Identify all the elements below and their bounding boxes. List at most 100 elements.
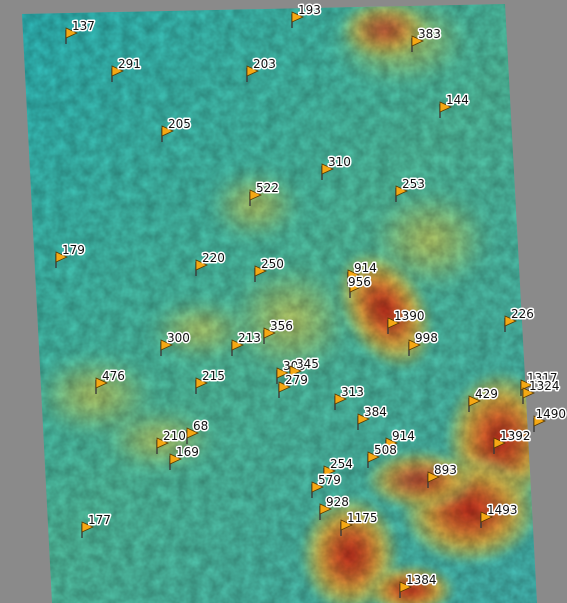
peak-marker[interactable]: 1324 — [522, 378, 561, 404]
marker-label: 383 — [418, 27, 441, 41]
marker-label: 579 — [318, 473, 341, 487]
peak-marker[interactable]: 914 — [385, 428, 416, 454]
marker-label: 253 — [402, 177, 425, 191]
peak-marker[interactable]: 1493 — [480, 502, 519, 528]
peak-marker[interactable]: 169 — [169, 444, 200, 470]
marker-label: 254 — [330, 457, 353, 471]
peak-marker[interactable]: 956 — [347, 274, 372, 298]
peak-marker[interactable]: 384 — [357, 404, 388, 430]
peak-marker[interactable]: 1384 — [399, 572, 438, 598]
peak-marker[interactable]: 893 — [427, 462, 458, 488]
flag-icon — [254, 265, 267, 277]
marker-label: 429 — [475, 387, 498, 401]
peak-marker[interactable]: 193 — [291, 2, 322, 28]
peak-marker[interactable]: 253 — [395, 176, 426, 202]
peak-marker[interactable]: 1317 — [520, 370, 559, 396]
flag-icon — [367, 451, 380, 463]
peak-marker[interactable]: 250 — [254, 256, 285, 282]
peak-marker[interactable]: 279 — [278, 372, 309, 398]
peak-marker[interactable]: 928 — [319, 494, 350, 520]
peak-marker[interactable]: 226 — [504, 306, 535, 332]
peak-marker[interactable]: 914 — [347, 260, 378, 286]
peak-marker[interactable]: 210 — [156, 428, 187, 454]
marker-label: 291 — [118, 57, 141, 71]
peak-marker[interactable]: 310 — [321, 154, 352, 180]
peak-marker[interactable]: 522 — [249, 180, 280, 206]
marker-label: 279 — [285, 373, 308, 387]
marker-label: 1390 — [394, 309, 425, 323]
peak-marker[interactable]: 356 — [263, 318, 294, 344]
flag-icon — [169, 453, 182, 465]
peak-marker[interactable]: 144 — [439, 92, 470, 118]
flag-icon — [160, 339, 173, 351]
peak-marker[interactable]: 203 — [246, 56, 277, 82]
flag-icon — [504, 315, 517, 327]
marker-label: 1175 — [347, 511, 378, 525]
peak-marker[interactable]: 220 — [195, 250, 226, 276]
marker-label: 1324 — [529, 379, 560, 393]
flag-icon — [156, 437, 169, 449]
marker-label: 893 — [434, 463, 457, 477]
flag-icon — [522, 387, 535, 399]
flag-icon — [195, 377, 208, 389]
peak-marker[interactable]: 1390 — [387, 308, 426, 334]
marker-label: 215 — [202, 369, 225, 383]
marker-label: 144 — [446, 93, 469, 107]
flag-icon — [65, 27, 78, 39]
marker-label: 956 — [348, 275, 371, 289]
flag-icon — [387, 317, 400, 329]
flag-icon — [231, 339, 244, 351]
peak-marker[interactable]: 137 — [65, 18, 96, 44]
marker-label: 179 — [62, 243, 85, 257]
peak-marker[interactable]: 313 — [334, 384, 365, 410]
marker-label: 137 — [72, 19, 95, 33]
marker-label: 300 — [167, 331, 190, 345]
marker-label: 345 — [296, 357, 319, 371]
flag-icon — [311, 481, 324, 493]
marker-label: 914 — [354, 261, 377, 275]
peak-marker[interactable]: 1392 — [493, 428, 532, 454]
peak-marker[interactable]: 215 — [195, 368, 226, 394]
peak-marker[interactable]: 254 — [323, 456, 354, 482]
peak-marker[interactable]: 179 — [55, 242, 86, 268]
marker-label: 250 — [261, 257, 284, 271]
marker-label: 220 — [202, 251, 225, 265]
peak-marker[interactable]: 998 — [408, 330, 439, 356]
peak-marker[interactable]: 1490 — [533, 406, 567, 432]
peak-marker[interactable]: 345 — [289, 356, 320, 382]
peak-marker[interactable]: 213 — [231, 330, 262, 356]
peak-marker[interactable]: 476 — [95, 368, 126, 394]
peak-marker[interactable]: 508 — [367, 442, 398, 468]
marker-label: 384 — [364, 405, 387, 419]
peak-marker[interactable]: 309 — [276, 358, 307, 384]
flag-icon — [186, 427, 199, 439]
marker-layer: 137 193 383 291 203 144 205 310 253 522 179 220 250 9… — [55, 2, 567, 598]
marker-label: 1317 — [527, 371, 558, 385]
flag-icon — [385, 437, 398, 449]
flag-icon — [468, 395, 481, 407]
peak-marker[interactable]: 177 — [81, 512, 112, 538]
peak-marker[interactable]: 579 — [311, 472, 342, 498]
flag-icon — [520, 379, 533, 391]
flag-icon — [289, 365, 302, 377]
marker-label: 508 — [374, 443, 397, 457]
flag-icon — [249, 189, 262, 201]
flag-icon — [161, 125, 174, 137]
flag-icon — [411, 35, 424, 47]
marker-label: 210 — [163, 429, 186, 443]
peak-marker[interactable]: 291 — [111, 56, 142, 82]
marker-label: 177 — [88, 513, 111, 527]
peak-marker[interactable]: 300 — [160, 330, 191, 356]
peak-marker[interactable]: 1175 — [340, 510, 379, 536]
flag-icon — [480, 511, 493, 523]
marker-label: 310 — [328, 155, 351, 169]
peak-marker[interactable]: 383 — [411, 26, 442, 52]
flag-icon — [246, 65, 259, 77]
peak-marker[interactable]: 429 — [468, 386, 499, 412]
marker-label: 998 — [415, 331, 438, 345]
peak-marker[interactable]: 205 — [161, 116, 192, 142]
flag-icon — [395, 185, 408, 197]
peak-marker[interactable]: 68 — [186, 418, 210, 444]
